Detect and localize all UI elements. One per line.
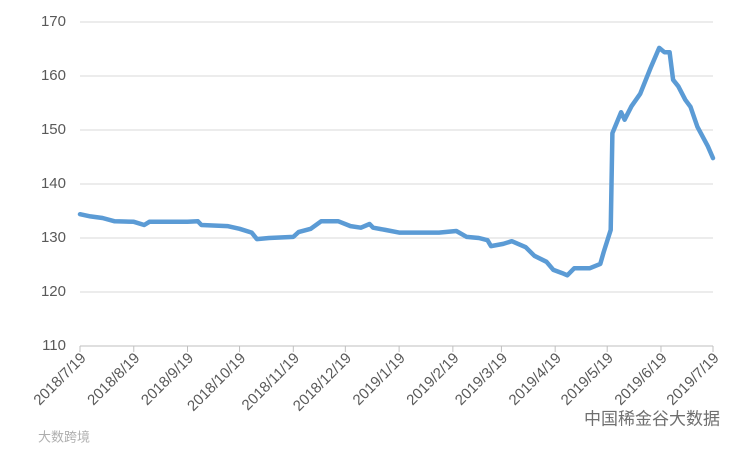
x-tick-label: 2019/5/19 [558, 350, 617, 409]
watermark: 中国稀金谷大数据 [584, 409, 720, 428]
y-tick-label: 120 [41, 283, 66, 300]
y-tick-label: 130 [41, 229, 66, 246]
y-tick-label: 170 [41, 13, 66, 30]
x-tick-label: 2018/8/19 [84, 350, 143, 409]
y-tick-label: 110 [42, 337, 66, 354]
y-tick-label: 140 [41, 175, 66, 192]
x-tick-label: 2019/3/19 [452, 350, 511, 409]
line-series [77, 45, 716, 278]
x-tick-label: 2019/7/19 [663, 350, 722, 409]
watermark: 大数跨境 [38, 429, 90, 444]
x-tick-label: 2019/1/19 [350, 350, 409, 409]
x-tick-label: 2019/4/19 [506, 350, 565, 409]
y-tick-label: 150 [41, 121, 66, 138]
x-tick-label: 2018/7/19 [30, 350, 89, 409]
x-tick-label: 2019/6/19 [611, 350, 670, 409]
y-tick-label: 160 [41, 67, 66, 84]
